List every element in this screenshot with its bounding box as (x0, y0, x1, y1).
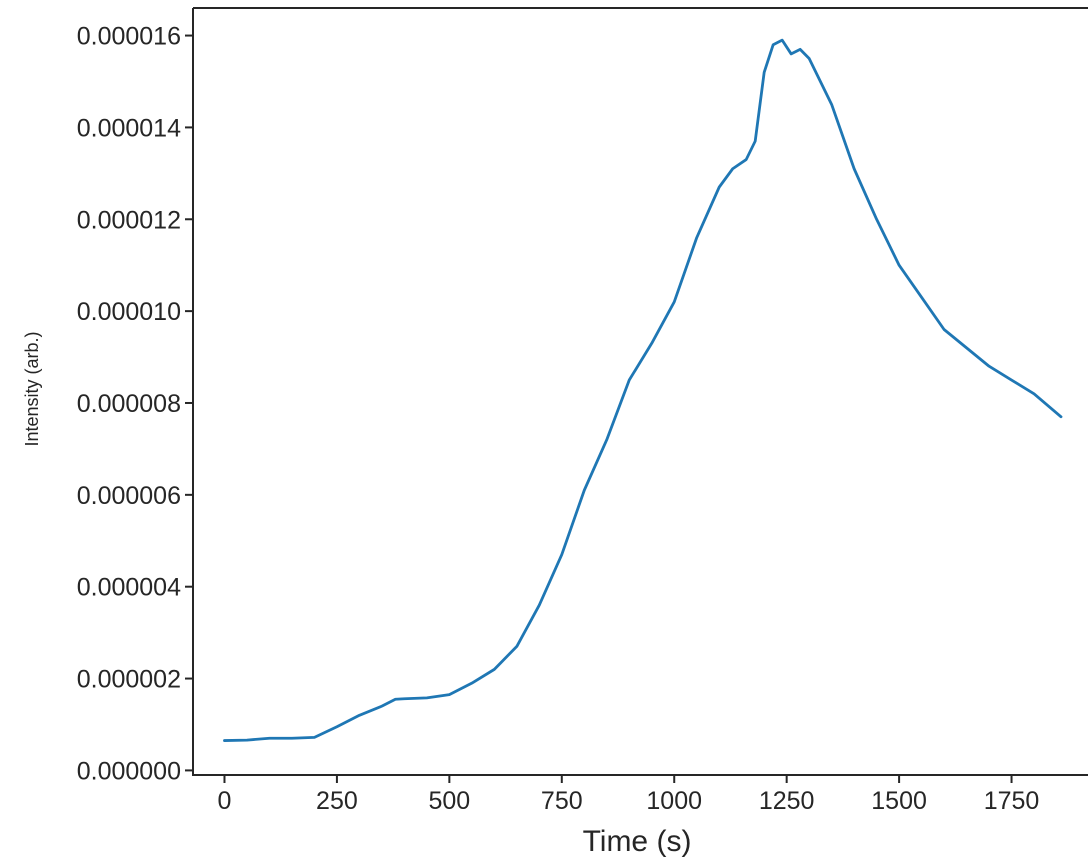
x-tick-label: 250 (316, 787, 358, 815)
y-tick-label: 0.000010 (77, 298, 181, 326)
y-tick-label: 0.000008 (77, 390, 181, 418)
y-tick-label: 0.000012 (77, 206, 181, 234)
x-tick-label: 1500 (871, 787, 927, 815)
x-tick-label: 1250 (759, 787, 815, 815)
y-tick-label: 0.000002 (77, 666, 181, 694)
x-tick-label: 1000 (646, 787, 702, 815)
y-tick-label: 0.000014 (77, 114, 181, 142)
x-tick-label: 1750 (984, 787, 1040, 815)
y-tick-label: 0.000004 (77, 574, 181, 602)
x-tick-label: 500 (428, 787, 470, 815)
series-line (223, 38, 1063, 742)
y-tick-label: 0.000016 (77, 23, 181, 51)
x-tick-label: 0 (218, 787, 232, 815)
axes-frame (192, 7, 1088, 776)
ticks-layer: 0 250 500 750 1000 1250 1500 1750 0.000000 0.0000… (77, 23, 1040, 815)
y-axis-label: Intensity (arb.) (22, 331, 42, 446)
y-tick-label: 0.000000 (77, 757, 181, 785)
y-tick-label: 0.000006 (77, 482, 181, 510)
x-axis-label: Time (s) (583, 825, 692, 858)
x-tick-label: 750 (541, 787, 583, 815)
